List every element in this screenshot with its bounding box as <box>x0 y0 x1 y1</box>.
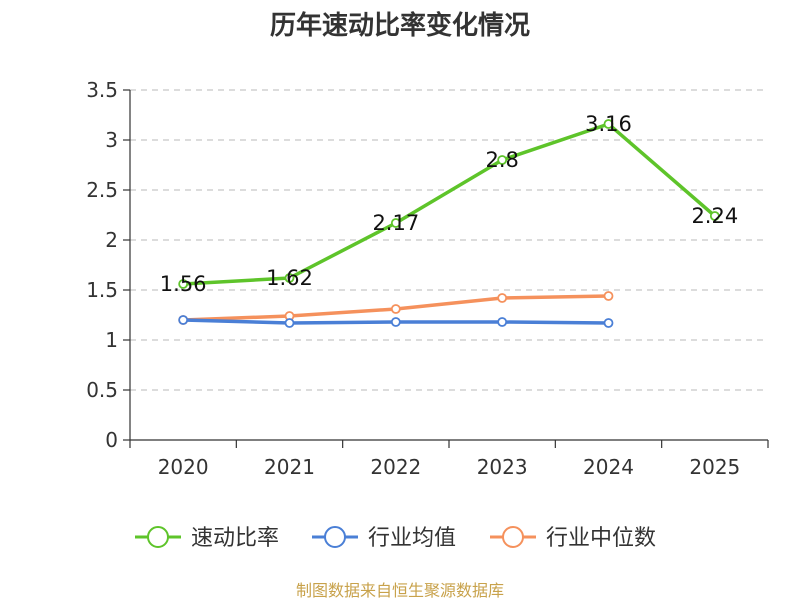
data-point-1 <box>178 315 189 325</box>
x-tick-label: 2022 <box>370 455 421 479</box>
legend-marker-0 <box>147 526 169 548</box>
data-point-0 <box>709 211 720 221</box>
data-label: 1.56 <box>160 272 207 296</box>
y-tick-label: 2.5 <box>86 178 118 202</box>
data-point-1 <box>497 317 508 327</box>
series-layer <box>178 119 720 328</box>
data-point-1 <box>603 318 614 328</box>
x-tick-label: 2023 <box>477 455 528 479</box>
data-label: 2.8 <box>485 148 518 172</box>
y-tick-label: 2 <box>105 228 118 252</box>
x-tick-label: 2024 <box>583 455 634 479</box>
data-labels: 1.56 1.62 2.17 2.8 3.16 2.24 <box>160 112 738 296</box>
source-note: 制图数据来自恒生聚源数据库 <box>296 581 504 600</box>
y-tick-label: 0 <box>105 428 118 452</box>
legend-marker-1 <box>324 526 346 548</box>
axes: 0 0.5 1 1.5 2 2.5 3 3.5 2020 2021 2022 2023 2024 2025 <box>86 78 769 479</box>
data-label: 3.16 <box>585 112 632 136</box>
chart-title: 历年速动比率变化情况 <box>270 10 530 41</box>
legend-label-1: 行业均值 <box>368 526 456 551</box>
data-label: 2.17 <box>372 211 419 235</box>
data-point-2 <box>390 304 401 314</box>
y-tick-label: 0.5 <box>86 378 118 402</box>
legend-marker-2 <box>502 526 524 548</box>
data-label: 2.24 <box>691 204 738 228</box>
data-point-1 <box>390 317 401 327</box>
legend-label-2: 行业中位数 <box>546 526 656 551</box>
data-point-0 <box>603 119 614 129</box>
data-point-0 <box>497 155 508 165</box>
x-tick-label: 2025 <box>689 455 740 479</box>
data-point-0 <box>390 218 401 228</box>
series-line-0 <box>183 122 716 286</box>
y-tick-label: 3 <box>105 128 118 152</box>
data-point-0 <box>178 279 189 289</box>
data-point-2 <box>603 291 614 301</box>
x-tick-label: 2021 <box>264 455 315 479</box>
legend: 速动比率 行业均值 行业中位数 <box>135 526 656 551</box>
legend-label-0: 速动比率 <box>191 526 279 551</box>
y-tick-label: 1 <box>105 328 118 352</box>
data-label: 1.62 <box>266 266 313 290</box>
data-point-0 <box>284 273 295 283</box>
data-point-2 <box>497 293 508 303</box>
data-point-1 <box>284 318 295 328</box>
x-tick-label: 2020 <box>158 455 209 479</box>
y-tick-label: 3.5 <box>86 78 118 102</box>
y-tick-label: 1.5 <box>86 278 118 302</box>
grid-lines <box>130 89 768 391</box>
